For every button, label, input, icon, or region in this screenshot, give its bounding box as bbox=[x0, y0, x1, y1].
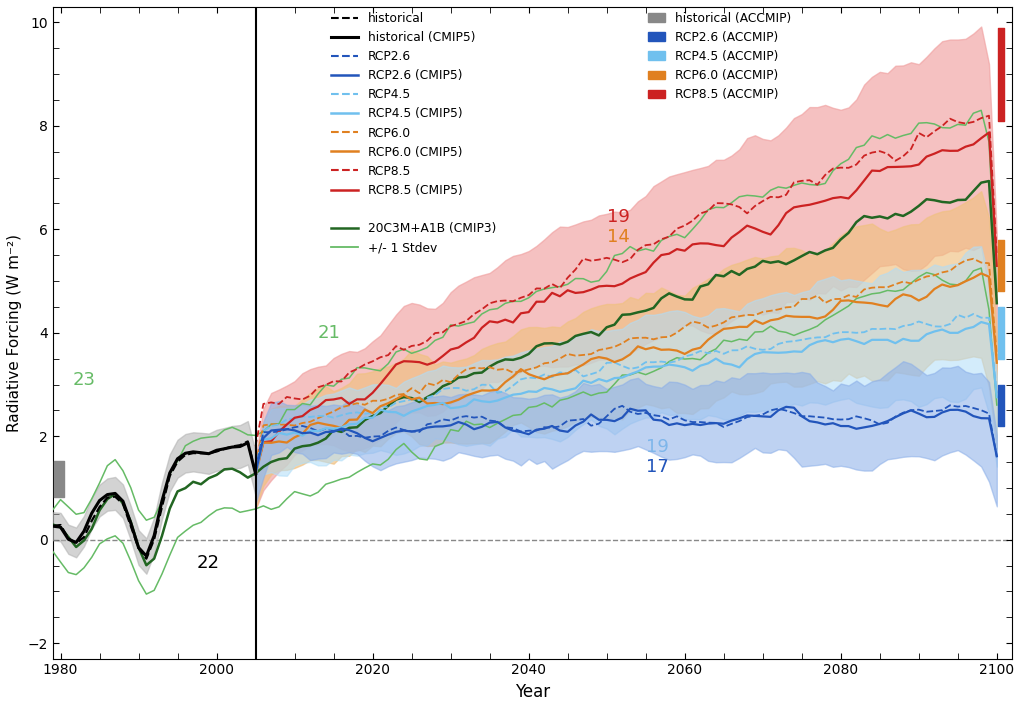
X-axis label: Year: Year bbox=[515, 683, 550, 701]
Text: 17: 17 bbox=[646, 459, 669, 476]
Y-axis label: Radiative Forcing (W m⁻²): Radiative Forcing (W m⁻²) bbox=[7, 234, 22, 432]
Text: 23: 23 bbox=[73, 370, 95, 389]
Text: 19: 19 bbox=[606, 207, 630, 226]
Text: 19: 19 bbox=[646, 438, 669, 456]
Text: 21: 21 bbox=[318, 324, 341, 342]
Legend: historical (ACCMIP), RCP2.6 (ACCMIP), RCP4.5 (ACCMIP), RCP6.0 (ACCMIP), RCP8.5 (: historical (ACCMIP), RCP2.6 (ACCMIP), RC… bbox=[643, 7, 796, 106]
Text: 22: 22 bbox=[197, 554, 220, 572]
Text: 14: 14 bbox=[606, 228, 630, 246]
